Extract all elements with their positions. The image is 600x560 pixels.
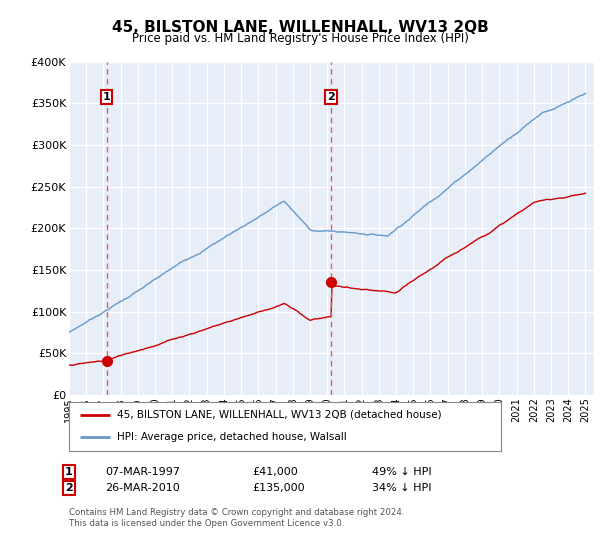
Text: £41,000: £41,000 <box>252 466 298 477</box>
FancyBboxPatch shape <box>69 402 501 451</box>
Text: 07-MAR-1997: 07-MAR-1997 <box>105 466 180 477</box>
Text: HPI: Average price, detached house, Walsall: HPI: Average price, detached house, Wals… <box>116 432 346 442</box>
Text: 1: 1 <box>65 466 73 477</box>
Text: £135,000: £135,000 <box>252 483 305 493</box>
Text: 45, BILSTON LANE, WILLENHALL, WV13 2QB (detached house): 45, BILSTON LANE, WILLENHALL, WV13 2QB (… <box>116 410 441 420</box>
Text: Contains HM Land Registry data © Crown copyright and database right 2024.
This d: Contains HM Land Registry data © Crown c… <box>69 508 404 528</box>
Text: 1: 1 <box>103 92 110 101</box>
Text: 49% ↓ HPI: 49% ↓ HPI <box>372 466 431 477</box>
Text: 26-MAR-2010: 26-MAR-2010 <box>105 483 180 493</box>
Text: 45, BILSTON LANE, WILLENHALL, WV13 2QB: 45, BILSTON LANE, WILLENHALL, WV13 2QB <box>112 20 488 35</box>
Text: Price paid vs. HM Land Registry's House Price Index (HPI): Price paid vs. HM Land Registry's House … <box>131 32 469 45</box>
Text: 34% ↓ HPI: 34% ↓ HPI <box>372 483 431 493</box>
Text: 2: 2 <box>327 92 335 101</box>
Text: 2: 2 <box>65 483 73 493</box>
